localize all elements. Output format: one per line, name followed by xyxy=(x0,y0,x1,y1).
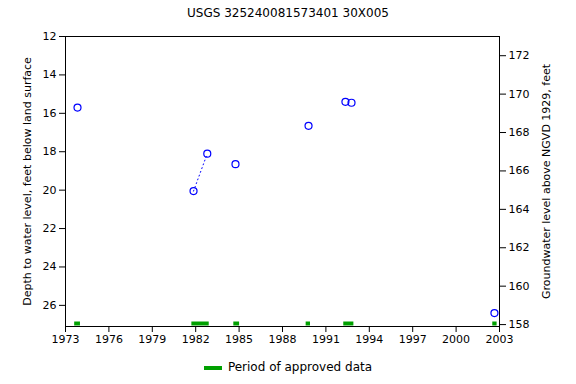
svg-text:Depth to water level, feet bel: Depth to water level, feet below land su… xyxy=(21,57,34,306)
svg-text:162: 162 xyxy=(509,241,530,254)
svg-text:172: 172 xyxy=(509,49,530,62)
html-text:Period of approved data: Period of approved data xyxy=(227,360,373,374)
svg-text:1997: 1997 xyxy=(399,333,427,346)
svg-text:1985: 1985 xyxy=(225,333,253,346)
svg-text:1994: 1994 xyxy=(355,333,383,346)
svg-text:26: 26 xyxy=(43,299,57,312)
svg-text:168: 168 xyxy=(509,126,530,139)
svg-text:20: 20 xyxy=(43,184,57,197)
svg-text:2003: 2003 xyxy=(486,333,514,346)
svg-text:22: 22 xyxy=(43,222,57,235)
svg-text:1991: 1991 xyxy=(312,333,340,346)
svg-text:18: 18 xyxy=(43,145,57,158)
svg-text:1982: 1982 xyxy=(182,333,210,346)
svg-text:1979: 1979 xyxy=(138,333,166,346)
html-text:USGS 325240081573401 30X005: USGS 325240081573401 30X005 xyxy=(187,6,389,20)
svg-text:170: 170 xyxy=(509,88,530,101)
svg-text:Groundwater level above NGVD 1: Groundwater level above NGVD 1929, feet xyxy=(540,63,553,299)
svg-text:164: 164 xyxy=(509,203,530,216)
svg-text:160: 160 xyxy=(509,280,530,293)
svg-text:1988: 1988 xyxy=(269,333,297,346)
svg-text:24: 24 xyxy=(43,260,57,273)
svg-text:1973: 1973 xyxy=(52,333,80,346)
svg-text:12: 12 xyxy=(43,30,57,43)
svg-text:1976: 1976 xyxy=(95,333,123,346)
svg-text:14: 14 xyxy=(43,68,57,81)
svg-text:166: 166 xyxy=(509,164,530,177)
svg-text:16: 16 xyxy=(43,107,57,120)
svg-text:158: 158 xyxy=(509,318,530,331)
svg-text:2000: 2000 xyxy=(442,333,470,346)
